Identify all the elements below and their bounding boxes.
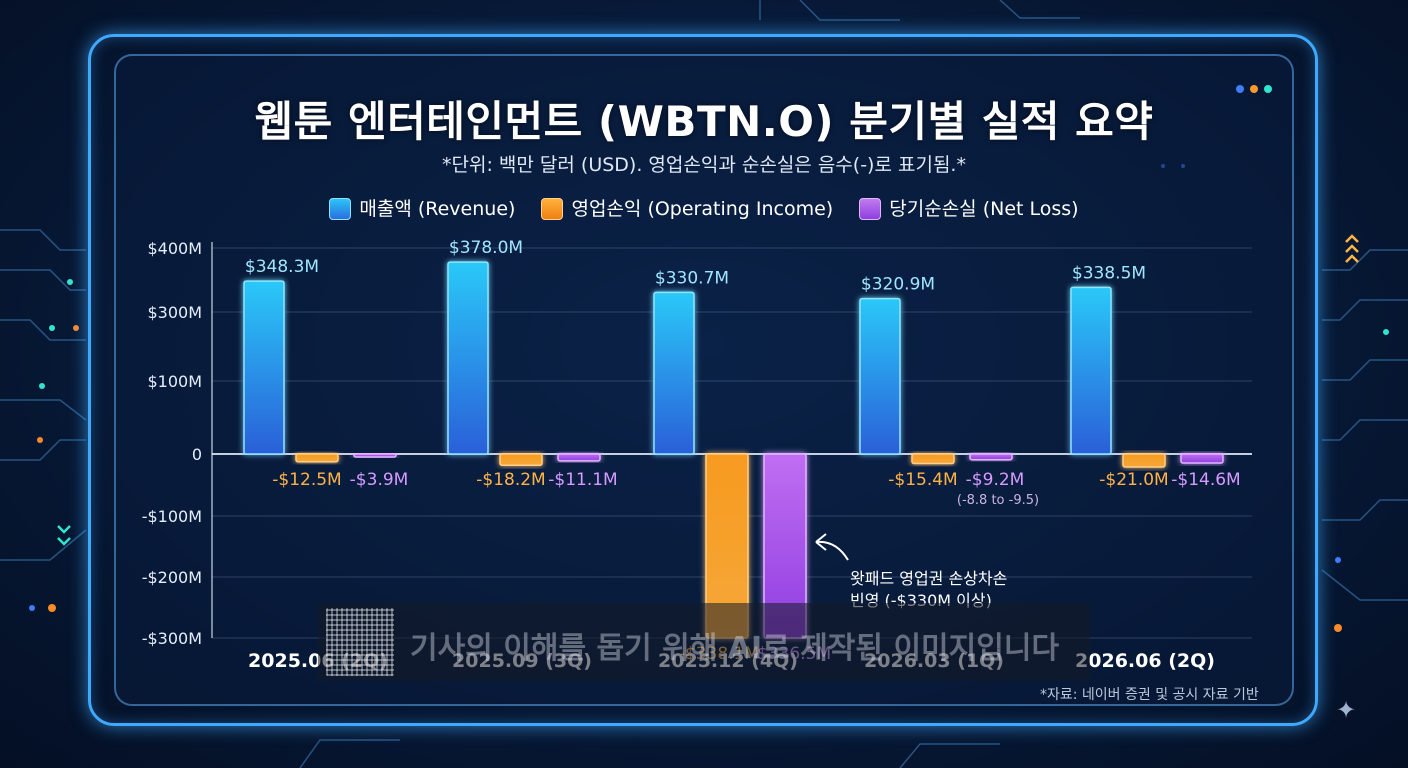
bar-revenue (653, 291, 695, 455)
circuit-trace (1322, 419, 1408, 441)
bar-operating (1122, 453, 1166, 468)
data-label-revenue: $330.7M (655, 268, 729, 288)
circuit-trace (0, 439, 86, 461)
legend-item-netloss: 당기순손실 (Net Loss) (859, 194, 1079, 221)
data-label-operating: -$21.0M (1099, 470, 1168, 490)
circuit-node (39, 383, 45, 389)
circuit-trace (0, 399, 87, 421)
circuit-trace (1321, 569, 1408, 601)
circuit-trace (1322, 249, 1408, 271)
circuit-node (49, 325, 55, 331)
y-tick-label: $300M (147, 303, 202, 322)
chart-legend: 매출액 (Revenue) 영업손익 (Operating Income) 당기… (0, 194, 1408, 221)
chart-title: 웹툰 엔터테인먼트 (WBTN.O) 분기별 실적 요약 (254, 97, 1154, 146)
circuit-trace (0, 529, 87, 561)
circuit-trace (299, 739, 400, 768)
bar-revenue (447, 261, 489, 455)
circuit-trace (0, 319, 86, 341)
data-label-netloss: -$11.1M (548, 470, 617, 490)
y-tick-label: $400M (147, 239, 202, 258)
circuit-trace (0, 269, 86, 291)
circuit-node (67, 279, 73, 285)
chart-subtitle: *단위: 백만 달러 (USD). 영업손익과 순손실은 음수(-)로 표기됨.… (442, 154, 966, 176)
data-label-revenue: $338.5M (1072, 263, 1146, 283)
watermark-logo-icon (326, 608, 394, 676)
y-tick-label: -$300M (142, 629, 202, 648)
circuit-trace (1322, 299, 1408, 321)
chevron-up-icon (1345, 234, 1359, 263)
source-note: *자료: 네이버 증권 및 공시 자료 기반 (1040, 687, 1259, 703)
y-tick-label: -$200M (142, 568, 202, 587)
circuit-node (48, 604, 56, 612)
circuit-node (1335, 557, 1341, 563)
bar-revenue (859, 297, 901, 455)
data-label-netloss: -$3.9M (350, 470, 409, 490)
sparkle-icon: ✦ (1336, 696, 1357, 724)
y-tick-label: 0 (192, 445, 202, 464)
annotation-range: (-8.8 to -9.5) (957, 493, 1039, 508)
callout-arrow (815, 540, 849, 561)
circuit-node (73, 325, 79, 331)
data-label-netloss: -$9.2M (966, 470, 1025, 490)
legend-label-netloss: 당기순손실 (Net Loss) (889, 198, 1079, 220)
y-tick-label: -$100M (142, 507, 202, 526)
data-label-operating: -$12.5M (272, 470, 341, 490)
bar-netloss (353, 453, 397, 458)
watermark-text: 기사의 이해를 돕기 위해 AI로 제작된 이미지입니다 (410, 631, 1060, 666)
data-label-revenue: $320.9M (861, 275, 935, 295)
data-label-operating: -$18.2M (476, 470, 545, 490)
legend-item-operating: 영업손익 (Operating Income) (541, 194, 833, 221)
legend-swatch-netloss (859, 198, 882, 220)
bar-operating (911, 453, 955, 465)
bar-operating (499, 453, 543, 467)
bar-netloss (1180, 453, 1224, 464)
bar-operating (295, 453, 339, 463)
legend-swatch-revenue (329, 198, 352, 220)
chevron-down-icon (57, 525, 71, 546)
circuit-node (1334, 624, 1342, 632)
circuit-node (1383, 329, 1389, 335)
watermark-overlay: 기사의 이해를 돕기 위해 AI로 제작된 이미지입니다 (318, 603, 1090, 681)
callout-arrow-head (815, 533, 827, 551)
outer-frame (88, 34, 1318, 726)
circuit-trace (999, 0, 1080, 19)
circuit-trace (1322, 499, 1408, 521)
bar-revenue (243, 280, 285, 455)
circuit-trace (899, 743, 1000, 768)
data-label-operating: -$15.4M (888, 470, 957, 490)
y-tick-label: $100M (147, 372, 202, 391)
bar-revenue (1070, 286, 1112, 455)
circuit-node (29, 605, 35, 611)
circuit-node (37, 437, 43, 443)
circuit-trace (1322, 359, 1408, 381)
data-label-revenue: $378.0M (449, 238, 523, 258)
circuit-trace (799, 0, 900, 21)
data-label-netloss: -$14.6M (1171, 470, 1240, 490)
legend-label-revenue: 매출액 (Revenue) (359, 198, 516, 220)
bar-netloss (969, 453, 1013, 461)
annotation-callout-line1: 왓패드 영업권 손상차손 (850, 569, 1007, 588)
data-label-revenue: $348.3M (245, 257, 319, 277)
legend-swatch-operating (541, 198, 564, 220)
bar-netloss (557, 453, 601, 462)
x-tick-label: 2026.06 (2Q) (1075, 650, 1215, 672)
decorative-dots (1236, 78, 1278, 97)
legend-item-revenue: 매출액 (Revenue) (329, 194, 515, 221)
legend-label-operating: 영업손익 (Operating Income) (571, 198, 834, 220)
circuit-trace (0, 229, 86, 251)
